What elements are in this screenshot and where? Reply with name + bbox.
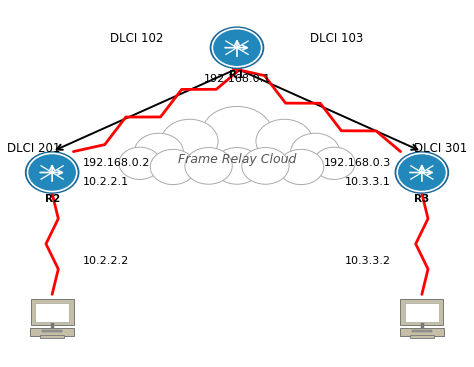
FancyBboxPatch shape — [30, 328, 74, 336]
Circle shape — [201, 106, 273, 161]
Circle shape — [313, 147, 355, 179]
FancyBboxPatch shape — [35, 303, 69, 322]
Text: Frame Relay Cloud: Frame Relay Cloud — [178, 153, 296, 166]
FancyBboxPatch shape — [401, 299, 443, 326]
Circle shape — [26, 152, 79, 193]
Circle shape — [27, 153, 77, 192]
Circle shape — [291, 133, 340, 171]
Text: R2: R2 — [45, 195, 60, 204]
Circle shape — [150, 149, 196, 185]
Text: DLCI 301: DLCI 301 — [414, 142, 467, 155]
Text: 192.168.0.3: 192.168.0.3 — [324, 158, 391, 168]
FancyBboxPatch shape — [42, 330, 62, 332]
Circle shape — [256, 119, 313, 163]
Circle shape — [161, 119, 218, 163]
Circle shape — [397, 153, 447, 192]
Circle shape — [119, 147, 161, 179]
Text: 10.3.3.2: 10.3.3.2 — [345, 255, 391, 266]
Circle shape — [134, 133, 183, 171]
Text: DLCI 102: DLCI 102 — [110, 32, 164, 45]
FancyBboxPatch shape — [410, 335, 434, 338]
Text: 10.2.2.2: 10.2.2.2 — [83, 255, 129, 266]
Text: 192.168.0.2: 192.168.0.2 — [83, 158, 150, 168]
Circle shape — [212, 29, 262, 67]
Text: R1: R1 — [229, 70, 245, 80]
Circle shape — [395, 152, 448, 193]
Text: 192.168.0.1: 192.168.0.1 — [203, 74, 271, 84]
Circle shape — [213, 148, 261, 184]
Text: DLCI 103: DLCI 103 — [310, 32, 364, 45]
Circle shape — [242, 148, 289, 184]
Text: R3: R3 — [414, 195, 429, 204]
FancyBboxPatch shape — [400, 328, 444, 336]
Circle shape — [278, 149, 324, 185]
FancyBboxPatch shape — [405, 303, 439, 322]
FancyBboxPatch shape — [412, 330, 432, 332]
Text: 10.2.2.1: 10.2.2.1 — [83, 177, 129, 187]
Text: 10.3.3.1: 10.3.3.1 — [345, 177, 391, 187]
FancyBboxPatch shape — [40, 335, 64, 338]
Text: DLCI 201: DLCI 201 — [7, 142, 61, 155]
FancyBboxPatch shape — [31, 299, 73, 326]
Circle shape — [210, 27, 264, 68]
Circle shape — [185, 148, 232, 184]
